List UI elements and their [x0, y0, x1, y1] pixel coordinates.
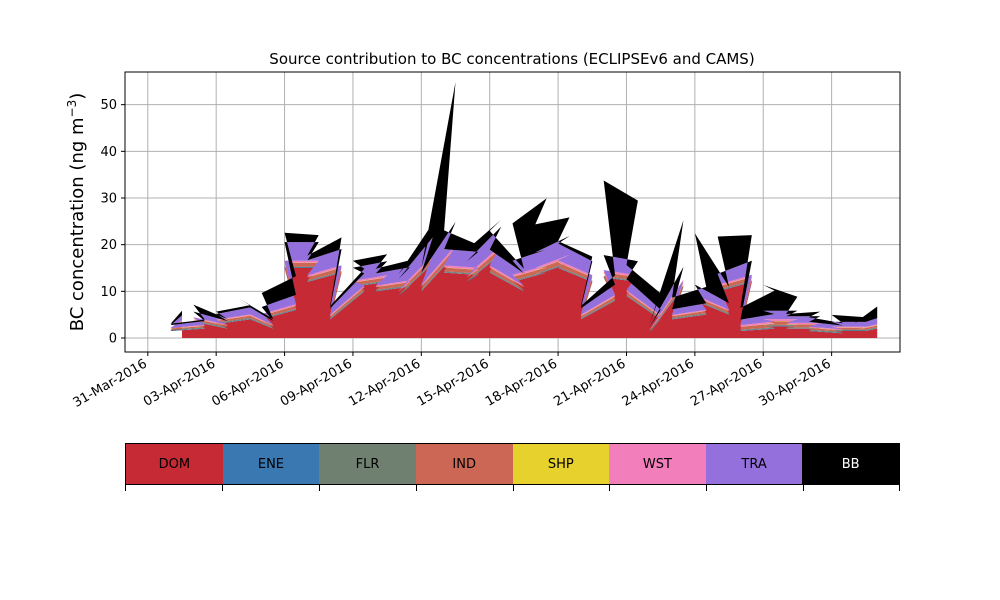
- y-axis-ticks: 0 10 20 30 40 50: [100, 98, 125, 347]
- area-series-ind: [170, 247, 878, 332]
- y-axis-label: BC concentration (ng m−3): [65, 93, 88, 332]
- legend-tick-mark: [706, 485, 707, 491]
- legend-entry-wst: WST: [609, 444, 706, 484]
- x-tick-label: 09-Apr-2016: [278, 356, 355, 409]
- y-axis-label-superscript: −3: [65, 100, 79, 118]
- y-tick-label: 40: [100, 145, 117, 160]
- x-tick-label: 27-Apr-2016: [688, 356, 765, 409]
- legend-entry-shp: SHP: [512, 444, 610, 484]
- legend-tick-mark: [222, 485, 223, 491]
- x-tick-label: 06-Apr-2016: [209, 356, 286, 409]
- legend-entry-tra: TRA: [705, 444, 803, 484]
- legend-colorbar-ticks: [125, 485, 900, 491]
- y-tick-label: 0: [109, 332, 117, 347]
- y-tick-label: 50: [100, 98, 117, 113]
- legend-entry-dom: DOM: [126, 444, 223, 484]
- plot-frame: [124, 71, 901, 353]
- x-tick-label: 21-Apr-2016: [551, 356, 628, 409]
- area-series-tra: [170, 222, 878, 331]
- legend-tick-mark: [319, 485, 320, 491]
- y-axis-label-end: ): [67, 93, 88, 100]
- chart-title: Source contribution to BC concentrations…: [269, 50, 754, 68]
- y-tick-label: 10: [100, 285, 117, 300]
- legend-tick-mark: [416, 485, 417, 491]
- legend-entry-ind: IND: [415, 444, 513, 484]
- x-tick-label: 03-Apr-2016: [141, 356, 218, 409]
- x-tick-label: 18-Apr-2016: [483, 356, 560, 409]
- legend-tick-mark: [803, 485, 804, 491]
- legend-tick-mark: [513, 485, 514, 491]
- legend-colorbar: DOM ENE FLR IND SHP WST TRA BB: [125, 443, 900, 485]
- x-tick-label: 15-Apr-2016: [415, 356, 492, 409]
- area-series-layer: [170, 82, 878, 338]
- x-tick-label: 31-Mar-2016: [71, 356, 150, 410]
- x-tick-label: 12-Apr-2016: [346, 356, 423, 409]
- legend-entry-bb: BB: [802, 444, 899, 484]
- legend-tick-mark: [125, 485, 126, 491]
- y-tick-label: 20: [100, 238, 117, 253]
- legend-entry-flr: FLR: [319, 444, 416, 484]
- x-tick-label: 30-Apr-2016: [756, 356, 833, 409]
- legend-entry-ene: ENE: [222, 444, 320, 484]
- y-axis-label-main: BC concentration (ng m: [67, 117, 88, 331]
- y-tick-label: 30: [100, 192, 117, 207]
- area-series-dom: [170, 254, 878, 338]
- legend-tick-mark: [899, 485, 900, 491]
- x-tick-label: 24-Apr-2016: [620, 356, 697, 409]
- legend-tick-mark: [609, 485, 610, 491]
- x-axis-ticks: 31-Mar-201603-Apr-201606-Apr-201609-Apr-…: [71, 352, 834, 411]
